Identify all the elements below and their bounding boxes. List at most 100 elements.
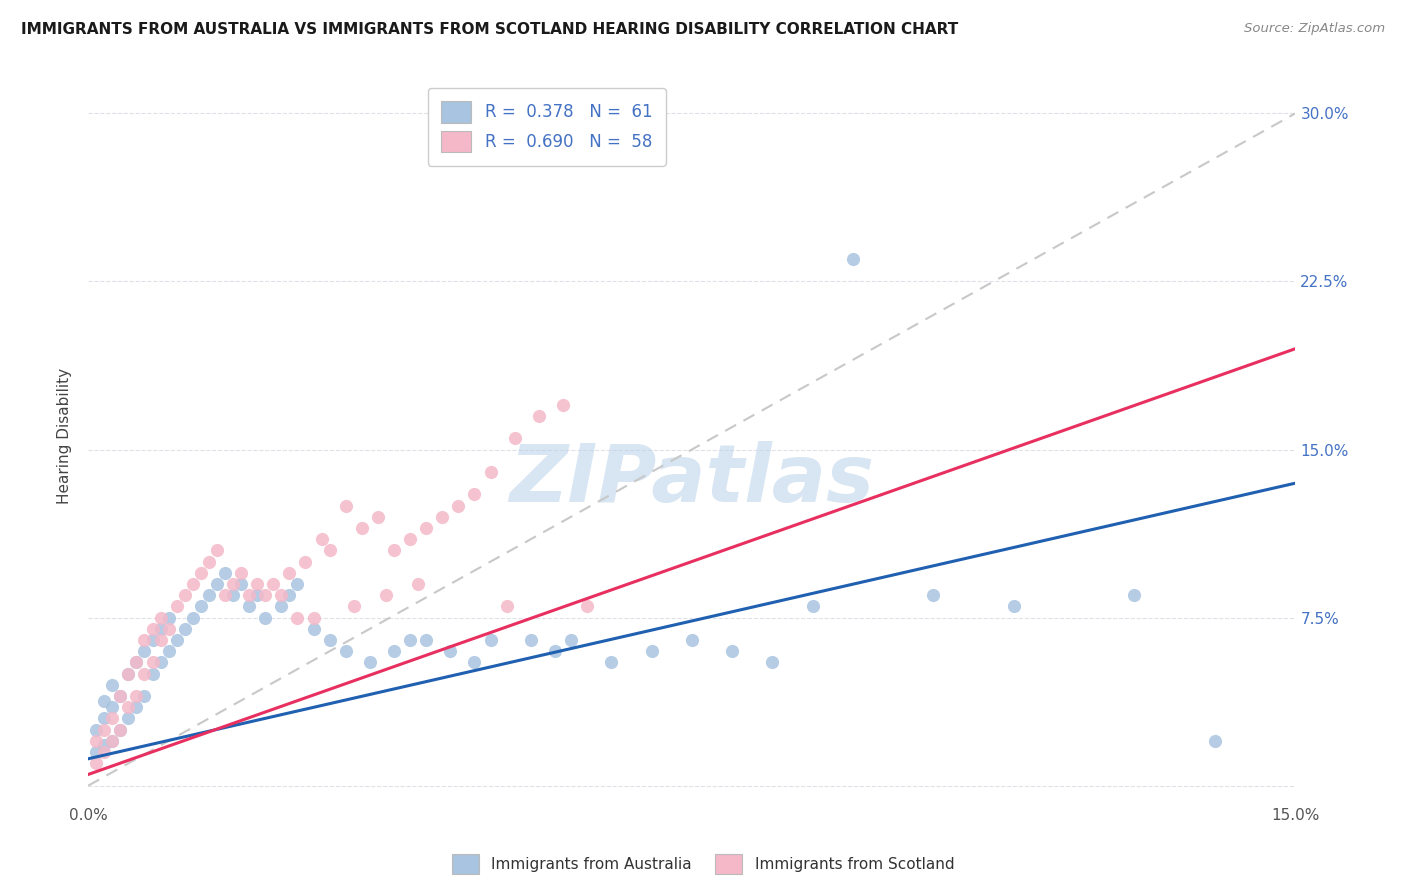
Point: [110, 723, 132, 737]
Point: [600, 656, 623, 670]
Point: [318, 543, 340, 558]
Point: [141, 633, 163, 648]
Point: [254, 610, 277, 624]
Point: [415, 633, 437, 648]
Point: [399, 532, 422, 546]
Point: [922, 588, 945, 602]
Point: [527, 409, 550, 423]
Point: [149, 610, 172, 624]
Point: [335, 499, 357, 513]
Point: [173, 622, 195, 636]
Text: Source: ZipAtlas.com: Source: ZipAtlas.com: [1244, 22, 1385, 36]
Point: [503, 431, 526, 445]
Point: [205, 543, 228, 558]
Point: [117, 666, 139, 681]
Text: IMMIGRANTS FROM AUSTRALIA VS IMMIGRANTS FROM SCOTLAND HEARING DISABILITY CORRELA: IMMIGRANTS FROM AUSTRALIA VS IMMIGRANTS …: [21, 22, 959, 37]
Point: [190, 566, 212, 580]
Point: [1123, 588, 1146, 602]
Point: [125, 656, 148, 670]
Point: [479, 633, 502, 648]
Point: [600, 118, 623, 132]
Point: [432, 509, 454, 524]
Point: [134, 666, 156, 681]
Point: [270, 588, 292, 602]
Point: [84, 756, 107, 771]
Legend: Immigrants from Australia, Immigrants from Scotland: Immigrants from Australia, Immigrants fr…: [446, 848, 960, 880]
Point: [93, 711, 115, 725]
Point: [84, 745, 107, 759]
Point: [640, 644, 662, 658]
Point: [157, 644, 180, 658]
Point: [842, 252, 865, 266]
Point: [761, 656, 783, 670]
Point: [101, 678, 124, 692]
Point: [375, 588, 398, 602]
Point: [157, 610, 180, 624]
Point: [198, 588, 221, 602]
Point: [173, 588, 195, 602]
Point: [93, 739, 115, 753]
Point: [254, 588, 277, 602]
Point: [399, 633, 422, 648]
Point: [229, 566, 252, 580]
Point: [149, 622, 172, 636]
Point: [93, 693, 115, 707]
Point: [335, 644, 357, 658]
Point: [166, 633, 188, 648]
Point: [141, 656, 163, 670]
Point: [229, 577, 252, 591]
Y-axis label: Hearing Disability: Hearing Disability: [58, 368, 72, 504]
Point: [1204, 734, 1226, 748]
Point: [101, 734, 124, 748]
Point: [246, 577, 269, 591]
Point: [125, 656, 148, 670]
Point: [101, 711, 124, 725]
Point: [101, 734, 124, 748]
Point: [181, 577, 204, 591]
Point: [447, 499, 470, 513]
Point: [270, 599, 292, 614]
Point: [382, 644, 405, 658]
Point: [463, 656, 485, 670]
Point: [117, 666, 139, 681]
Point: [205, 577, 228, 591]
Point: [287, 577, 309, 591]
Point: [287, 610, 309, 624]
Point: [214, 566, 236, 580]
Point: [278, 588, 301, 602]
Point: [294, 555, 316, 569]
Point: [93, 723, 115, 737]
Point: [479, 465, 502, 479]
Point: [149, 656, 172, 670]
Point: [1002, 599, 1025, 614]
Point: [382, 543, 405, 558]
Point: [141, 666, 163, 681]
Point: [262, 577, 284, 591]
Point: [681, 633, 703, 648]
Point: [463, 487, 485, 501]
Point: [149, 633, 172, 648]
Point: [157, 622, 180, 636]
Legend: R =  0.378   N =  61, R =  0.690   N =  58: R = 0.378 N = 61, R = 0.690 N = 58: [427, 88, 666, 166]
Point: [110, 689, 132, 703]
Point: [84, 723, 107, 737]
Point: [198, 555, 221, 569]
Point: [318, 633, 340, 648]
Point: [343, 599, 366, 614]
Point: [302, 622, 325, 636]
Point: [134, 689, 156, 703]
Point: [238, 599, 260, 614]
Text: ZIPatlas: ZIPatlas: [509, 442, 875, 519]
Point: [110, 723, 132, 737]
Point: [246, 588, 269, 602]
Point: [350, 521, 373, 535]
Point: [93, 745, 115, 759]
Point: [110, 689, 132, 703]
Point: [311, 532, 333, 546]
Point: [560, 633, 582, 648]
Point: [166, 599, 188, 614]
Point: [544, 644, 567, 658]
Point: [134, 633, 156, 648]
Point: [181, 610, 204, 624]
Point: [495, 599, 517, 614]
